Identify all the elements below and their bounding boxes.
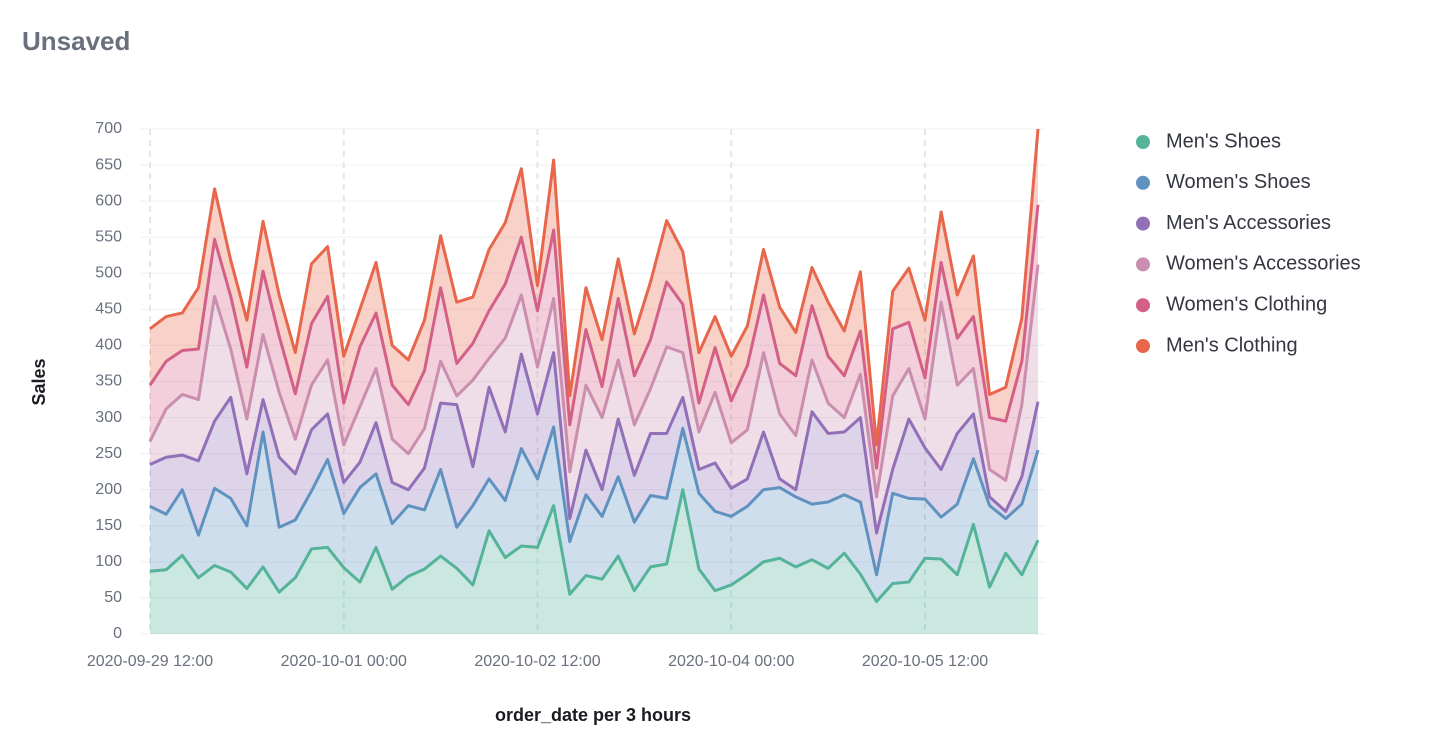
- area: [150, 352, 1038, 575]
- legend-label[interactable]: Women's Clothing: [1166, 293, 1327, 315]
- y-axis-label: Sales: [29, 358, 49, 405]
- y-tick-label: 400: [95, 337, 122, 354]
- line: [149, 128, 1040, 447]
- y-tick-label: 500: [95, 265, 122, 282]
- x-axis-label: order_date per 3 hours: [495, 705, 691, 725]
- area: [150, 426, 1038, 602]
- y-tick-label: 250: [95, 445, 122, 462]
- area: [150, 129, 1038, 469]
- area: [150, 489, 1038, 634]
- legend-label[interactable]: Men's Clothing: [1166, 334, 1298, 356]
- line: [149, 351, 1040, 535]
- area: [150, 204, 1038, 497]
- line: [149, 488, 1040, 604]
- legend-marker: [1136, 175, 1150, 190]
- x-tick-label: 2020-10-02 12:00: [474, 653, 600, 670]
- y-tick-label: 200: [95, 481, 122, 498]
- y-tick-label: 550: [95, 228, 122, 245]
- y-tick-label: 0: [113, 625, 122, 642]
- y-tick-label: 450: [95, 301, 122, 318]
- legend-label[interactable]: Men's Shoes: [1166, 130, 1281, 152]
- x-tick-label: 2020-10-01 00:00: [281, 653, 407, 670]
- y-tick-label: 600: [95, 192, 122, 209]
- line: [149, 425, 1040, 577]
- line: [148, 264, 1040, 499]
- legend-marker: [1136, 339, 1150, 353]
- x-tick-label: 2020-10-05 12:00: [862, 653, 988, 670]
- y-tick-label: 50: [104, 589, 122, 606]
- y-tick-label: 350: [95, 373, 122, 390]
- legend-marker: [1136, 216, 1150, 231]
- x-tick-label: 2020-09-29 12:00: [87, 653, 213, 670]
- legend-label[interactable]: Women's Shoes: [1166, 171, 1311, 193]
- y-tick-label: 150: [95, 517, 122, 534]
- area: [150, 264, 1038, 533]
- x-tick-label: 2020-10-04 00:00: [668, 653, 794, 670]
- y-tick-label: 100: [95, 553, 122, 570]
- legend-label[interactable]: Women's Accessories: [1166, 253, 1361, 275]
- legend-label[interactable]: Men's Accessories: [1166, 212, 1331, 234]
- legend-marker: [1136, 257, 1150, 272]
- y-tick-label: 300: [95, 409, 122, 426]
- page-title: Unsaved: [22, 26, 130, 56]
- legend-marker: [1136, 298, 1150, 313]
- line: [148, 204, 1040, 470]
- y-tick-label: 650: [95, 156, 122, 173]
- legend-marker: [1136, 135, 1150, 149]
- y-tick-label: 700: [95, 120, 122, 137]
